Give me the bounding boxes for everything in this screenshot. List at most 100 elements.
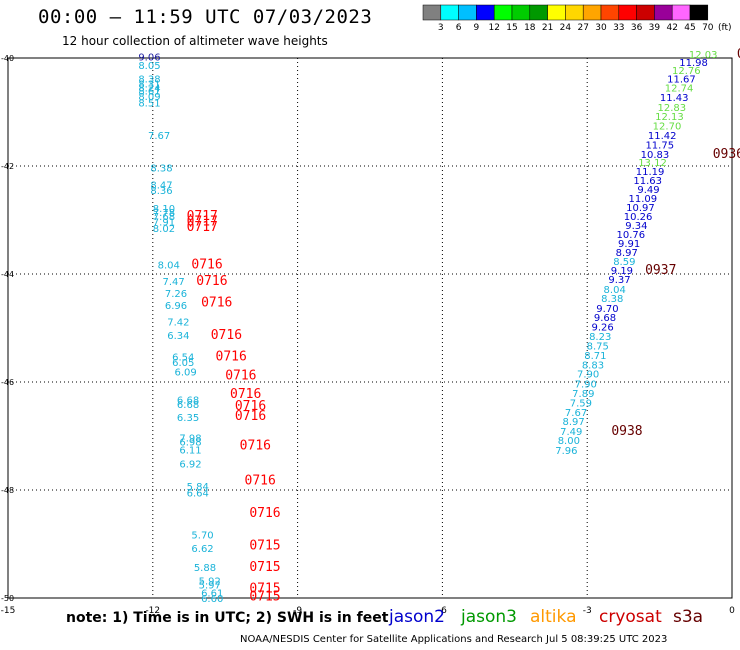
wave-height-label: 8.00 — [558, 436, 580, 447]
y-tick-label: -50 — [1, 594, 14, 603]
wave-height-label: 8.38 — [601, 294, 623, 305]
color-scale-swatch — [600, 4, 620, 21]
wave-height-label: 6.11 — [179, 445, 201, 456]
wave-height-label: 8.02 — [153, 224, 175, 235]
satellite-legend-altika: altika — [530, 607, 577, 627]
color-scale-swatch — [547, 4, 566, 21]
wave-height-label: 9.68 — [594, 313, 616, 324]
wave-height-label: 10.76 — [616, 230, 645, 241]
wave-height-label: 12.03 — [689, 50, 718, 61]
track-time-label: 0937 — [645, 263, 676, 278]
wave-height-label: 7.96 — [555, 446, 577, 457]
wave-height-label: 7.42 — [167, 317, 189, 328]
track-time-label: 0936 — [713, 147, 740, 162]
color-scale-label: 36 — [631, 23, 643, 33]
chart-title: 00:00 – 11:59 UTC 07/03/2023 — [38, 6, 373, 28]
color-scale-swatch — [636, 4, 655, 21]
color-scale-swatch — [458, 4, 477, 21]
color-scale-swatch — [689, 4, 709, 21]
color-scale-label: 18 — [524, 23, 536, 33]
wave-height-label: 6.05 — [172, 358, 194, 369]
color-scale-swatch — [565, 4, 584, 21]
wave-height-label: 6.61 — [201, 588, 223, 599]
wave-height-label: 13.12 — [638, 158, 667, 169]
color-scale-label: 70 — [702, 23, 714, 33]
wave-height-label: 8.38 — [150, 163, 172, 174]
wave-height-label: 12.76 — [672, 66, 701, 77]
color-scale-swatch — [618, 4, 637, 21]
track-time-label: 0716 — [191, 258, 222, 273]
wave-height-label: 10.97 — [626, 203, 655, 214]
color-scale-swatch — [654, 4, 673, 21]
wave-height-label: 7.91 — [153, 217, 175, 228]
wave-height-label: 7.49 — [560, 427, 582, 438]
track-time-label: 0716 — [201, 295, 232, 310]
wave-height-label: 8.51 — [138, 99, 160, 110]
track-time-label: 0717 — [187, 220, 218, 235]
wave-height-label: 8.24 — [138, 83, 160, 94]
wave-height-label: 8.75 — [587, 342, 609, 353]
wave-height-label: 8.59 — [613, 257, 635, 268]
x-tick-label: -3 — [583, 606, 592, 616]
wave-height-label: 7.98 — [179, 433, 201, 444]
color-scale-swatch — [422, 4, 442, 21]
wave-height-label: 9.70 — [596, 304, 618, 315]
track-time-label: 0716 — [240, 439, 271, 454]
color-scale-label: 30 — [595, 23, 607, 33]
wave-height-label: 12.13 — [655, 112, 684, 123]
plot-frame — [7, 57, 733, 599]
wave-height-label: 6.60 — [201, 594, 223, 605]
wave-height-label: 6.64 — [187, 488, 209, 499]
wave-height-label: 7.59 — [570, 398, 592, 409]
chart-footer: NOAA/NESDIS Center for Satellite Applica… — [240, 634, 668, 645]
color-scale-label: 45 — [684, 23, 695, 33]
track-time-label: 0715 — [249, 560, 280, 575]
track-time-label: 0715 — [249, 538, 280, 553]
satellite-legend-jason2: jason2 — [389, 607, 445, 627]
wave-height-label: 11.75 — [645, 141, 674, 152]
wave-height-label: 9.34 — [625, 221, 647, 232]
wave-height-label: 11.09 — [629, 194, 658, 205]
color-scale-label: 3 — [438, 23, 444, 33]
color-scale-swatch — [493, 4, 513, 21]
wave-height-label: 5.84 — [187, 482, 209, 493]
y-tick-label: -42 — [1, 162, 14, 171]
color-scale-swatch — [476, 4, 495, 21]
wave-height-label: 8.05 — [138, 61, 160, 72]
color-scale-label: 42 — [666, 23, 677, 33]
color-scale-label: 6 — [456, 23, 462, 33]
track-time-label: 09 — [737, 47, 740, 62]
wave-height-label: 5.92 — [199, 577, 221, 588]
track-time-label: 0716 — [235, 399, 266, 414]
wave-height-label: 10.83 — [641, 150, 670, 161]
x-tick-label: -6 — [438, 606, 447, 616]
x-tick-label: 0 — [729, 606, 735, 616]
wave-height-label: 8.61 — [138, 87, 160, 98]
wave-height-label: 9.06 — [138, 53, 160, 64]
color-scale-swatch — [529, 4, 548, 21]
y-tick-label: -46 — [1, 378, 14, 387]
wave-height-label: 7.78 — [153, 208, 175, 219]
wave-height-label: 12.70 — [653, 121, 682, 132]
color-scale-label: 12 — [488, 23, 499, 33]
wave-height-label: 6.35 — [177, 413, 199, 424]
color-scale-label: 15 — [506, 23, 517, 33]
wave-height-label: 11.43 — [660, 93, 689, 104]
wave-height-label: 8.83 — [582, 361, 604, 372]
wave-height-label: 5.97 — [199, 580, 221, 591]
x-tick-label: -12 — [145, 606, 160, 616]
wave-height-label: 6.34 — [167, 331, 189, 342]
color-scale-label: 33 — [613, 23, 624, 33]
wave-height-label: 7.26 — [165, 289, 187, 300]
track-time-label: 0715 — [249, 590, 280, 605]
wave-height-label: 7.68 — [153, 212, 175, 223]
chart-note: note: 1) Time is in UTC; 2) SWH is in fe… — [66, 610, 389, 626]
track-time-label: 0716 — [245, 474, 276, 489]
track-time-label: 0716 — [211, 328, 242, 343]
track-time-label: 0938 — [611, 424, 642, 439]
wave-height-label: 8.38 — [138, 74, 160, 85]
wave-height-label: 8.23 — [589, 332, 611, 343]
wave-height-label: 7.67 — [148, 131, 170, 142]
track-time-label: 0716 — [225, 368, 256, 383]
